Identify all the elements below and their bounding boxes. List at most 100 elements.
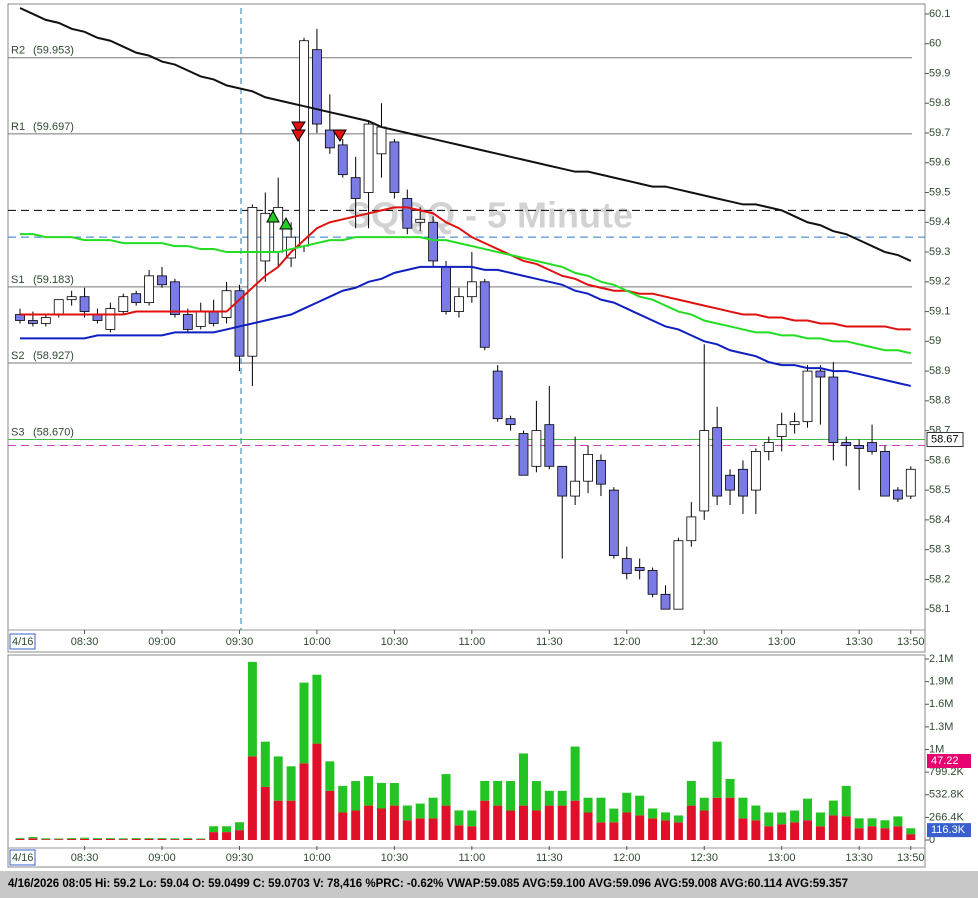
volume-bar	[506, 781, 516, 811]
volume-bar	[364, 776, 374, 806]
volume-bar	[583, 812, 593, 840]
volume-bar	[325, 761, 335, 791]
volume-bar	[441, 774, 451, 806]
volume-bar	[609, 808, 619, 823]
candle-body	[750, 451, 761, 491]
y-tick-label: 532.8K	[929, 789, 965, 801]
volume-bar	[273, 756, 283, 801]
candle-body	[608, 489, 619, 556]
volume-bar	[622, 812, 632, 840]
volume-bar	[531, 781, 541, 811]
volume-bar	[518, 753, 528, 806]
x-tick-label: 12:30	[690, 852, 718, 864]
volume-bar	[570, 800, 580, 840]
volume-bar	[648, 818, 658, 840]
candle-body	[28, 320, 38, 324]
volume-bar	[828, 800, 838, 816]
chart-title: SQQQ - 5 Minute	[347, 195, 633, 236]
candle-body	[905, 468, 916, 497]
volume-bar	[131, 838, 141, 840]
volume-bar	[80, 838, 90, 840]
volume-bar	[286, 766, 296, 801]
volume-bar	[686, 780, 696, 806]
x-tick-label: 11:00	[458, 636, 485, 648]
x-tick-label: 08:30	[71, 852, 99, 864]
y-tick-label: 2.1M	[929, 653, 953, 665]
volume-bar	[67, 838, 77, 840]
volume-pane	[7, 654, 926, 868]
x-tick-label: 13:50	[897, 636, 925, 648]
volume-bar	[738, 818, 748, 840]
volume-bar	[80, 837, 90, 839]
indicator-tag	[927, 823, 971, 838]
volume-bar	[906, 834, 916, 840]
x-tick-label: 11:00	[458, 852, 485, 864]
volume-bar	[234, 830, 244, 840]
volume-bar	[351, 781, 361, 811]
x-tick-label: 11:30	[536, 636, 563, 648]
candle-body	[131, 293, 142, 304]
volume-bar	[622, 792, 632, 813]
volume-bar	[209, 826, 219, 833]
y-tick-label: 1.3M	[929, 721, 953, 733]
volume-bar	[661, 820, 670, 840]
price-pane	[7, 3, 926, 653]
moving-average	[20, 233, 912, 355]
candle-body	[337, 144, 348, 176]
sell-marker	[291, 121, 306, 134]
candle-body	[570, 480, 581, 497]
x-tick-label: 13:30	[845, 852, 873, 864]
x-tick-label: 12:30	[690, 636, 718, 648]
y-tick-label: 59.4	[929, 216, 950, 228]
volume-bar	[906, 828, 916, 835]
candle-body	[854, 445, 865, 449]
volume-bar	[841, 785, 851, 817]
volume-bar	[751, 820, 761, 840]
candle-body	[376, 126, 387, 155]
candle-body	[234, 290, 245, 357]
volume-bar	[673, 822, 683, 840]
pivot-name: R2	[11, 45, 25, 57]
candle-body	[763, 442, 774, 452]
candle-body	[841, 442, 852, 446]
volume-bar	[15, 838, 25, 840]
volume-bar	[376, 808, 386, 840]
volume-bar	[699, 797, 709, 811]
candle-body	[776, 424, 787, 437]
candle-body	[144, 275, 155, 304]
candle-body	[505, 418, 516, 426]
candle-body	[815, 370, 826, 378]
indicator-tag-label: 47.22	[931, 755, 959, 767]
y-tick-label: 58.9	[929, 365, 950, 377]
x-tick-label: 12:00	[613, 852, 641, 864]
volume-bar	[803, 798, 813, 821]
volume-bar	[312, 674, 322, 744]
candle-body	[789, 421, 800, 426]
candle-body	[312, 49, 322, 125]
volume-bar	[402, 805, 412, 821]
volume-bar	[170, 839, 180, 840]
volume-bar	[338, 812, 348, 840]
candle-body	[66, 296, 77, 301]
pivot-name: S2	[11, 350, 24, 362]
buy-marker	[279, 216, 293, 230]
indicator-tag	[927, 754, 971, 768]
volume-bar	[506, 810, 516, 840]
x-tick-label: 09:00	[148, 636, 176, 648]
y-tick-label: 59.1	[929, 305, 950, 317]
candle-body	[544, 424, 555, 467]
candle-body	[660, 593, 671, 610]
y-tick-label: 58.1	[929, 603, 950, 615]
candle-body	[596, 459, 606, 485]
volume-bar	[648, 808, 658, 819]
y-tick-label: 59.8	[929, 97, 950, 109]
volume-bar	[389, 783, 399, 806]
date-label: 4/16	[12, 636, 33, 648]
candle-body	[247, 206, 258, 357]
volume-bar	[764, 812, 774, 827]
candle-body	[583, 454, 593, 482]
candle-body	[428, 221, 439, 262]
volume-bar	[234, 822, 244, 831]
candle-body	[53, 299, 64, 315]
